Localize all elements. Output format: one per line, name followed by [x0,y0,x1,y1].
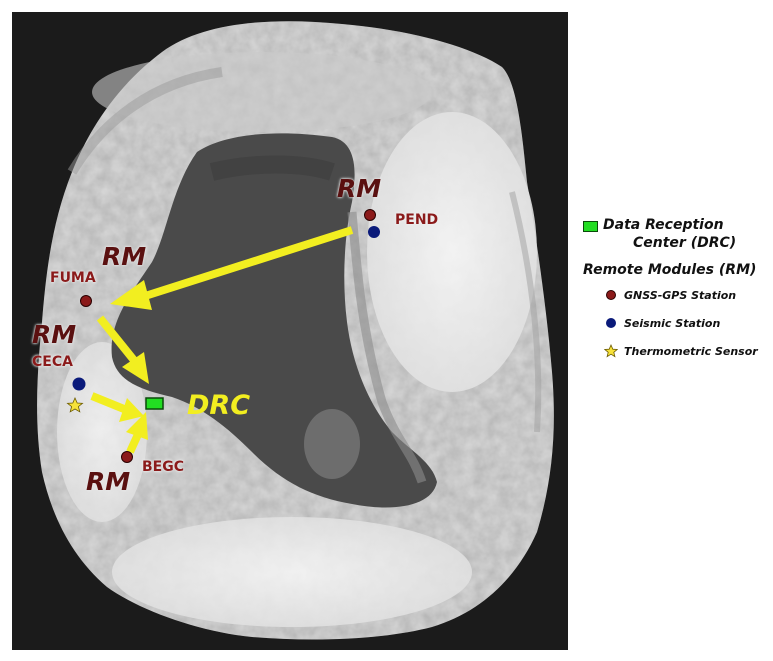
legend-drc-title-line1: Data Reception [603,217,724,233]
drc-marker [145,397,164,410]
rm-label-begc: RM [86,467,131,496]
station-label-fuma: FUMA [50,270,96,286]
gnss-station-pend [364,209,376,221]
legend-item-thermometric: Thermometric Sensor [624,345,758,358]
station-label-ceca: CECA [32,354,73,370]
legend-drc-title-line2: Center (DRC) [633,235,737,251]
thermometric-sensor-ceca [66,397,84,413]
inner-bay [111,133,437,508]
gnss-station-icon [606,290,616,300]
island-map: RM RM RM RM PEND FUMA CECA BEGC DRC [12,12,568,650]
rm-label-fuma: RM [102,242,147,271]
map-canvas [37,21,554,640]
legend-item-gnss: GNSS-GPS Station [624,289,737,302]
rm-label-ceca: RM [32,320,77,349]
seismic-station-pend [368,226,380,238]
gnss-station-begc [121,451,133,463]
legend-rm-title: Remote Modules (RM) [583,262,757,278]
seismic-station-icon [606,318,616,328]
legend-item-seismic: Seismic Station [624,317,721,330]
drc-legend-icon [583,221,598,232]
seismic-station-ceca [72,377,86,391]
data-link-arrows [90,226,354,454]
station-label-begc: BEGC [142,459,184,475]
thermometric-sensor-icon [604,344,618,358]
rm-label-pend: RM [337,174,382,203]
station-label-pend: PEND [395,212,439,228]
gnss-station-fuma [80,295,92,307]
drc-map-label: DRC [187,390,251,421]
